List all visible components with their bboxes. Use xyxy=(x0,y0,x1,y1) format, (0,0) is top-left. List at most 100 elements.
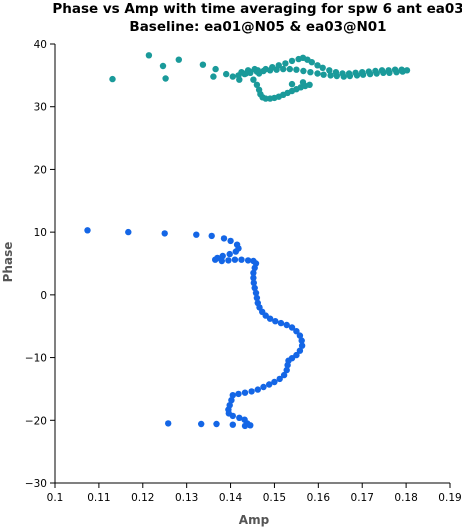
data-point-series-1 xyxy=(175,56,182,63)
data-point-series-2 xyxy=(250,279,257,287)
data-point-series-2 xyxy=(212,256,219,263)
data-point-series-1 xyxy=(333,72,340,80)
data-point-series-1 xyxy=(340,73,347,80)
data-point-series-2 xyxy=(220,235,228,242)
data-point-series-1 xyxy=(109,75,116,83)
data-point-series-1 xyxy=(251,65,258,73)
data-point-series-2 xyxy=(244,257,252,264)
data-point-series-2 xyxy=(84,227,91,234)
data-point-series-2 xyxy=(219,252,226,260)
data-point-series-2 xyxy=(247,422,254,429)
data-point-series-2 xyxy=(228,397,235,404)
data-point-series-2 xyxy=(260,383,267,391)
data-point-series-1 xyxy=(288,80,296,88)
data-point-series-1 xyxy=(380,69,387,77)
data-point-series-1 xyxy=(229,73,236,80)
y-tick-label: 10 xyxy=(34,227,47,239)
data-point-series-1 xyxy=(255,70,263,77)
data-point-series-2 xyxy=(125,228,132,236)
data-point-series-1 xyxy=(373,70,380,77)
y-tick-label: 30 xyxy=(34,102,47,114)
y-tick-label: 0 xyxy=(40,290,47,302)
data-point-series-1 xyxy=(393,69,400,76)
data-point-series-1 xyxy=(253,81,261,89)
data-point-series-1 xyxy=(293,66,300,73)
data-point-series-1 xyxy=(162,75,169,82)
data-point-series-2 xyxy=(280,371,288,379)
data-point-series-1 xyxy=(320,71,327,78)
data-point-series-2 xyxy=(218,257,225,265)
y-axis-ticks: −30 −20 −10 0 10 20 30 40 xyxy=(25,39,55,490)
data-point-series-1 xyxy=(326,67,333,74)
data-point-series-2 xyxy=(198,420,205,428)
data-point-series-2 xyxy=(241,422,249,430)
data-point-series-1 xyxy=(327,72,334,79)
data-point-series-2 xyxy=(236,414,243,421)
y-tick-label: −20 xyxy=(25,415,47,427)
data-point-series-1 xyxy=(299,79,307,86)
data-point-series-2 xyxy=(253,294,261,302)
data-point-series-2 xyxy=(293,328,300,335)
y-tick-label: −30 xyxy=(25,478,47,490)
data-point-series-1 xyxy=(308,59,315,66)
chart-subtitle: Baseline: ea01@N05 & ea03@N01 xyxy=(129,19,386,35)
data-point-series-2 xyxy=(229,412,236,420)
data-point-series-1 xyxy=(353,72,361,79)
data-point-series-1 xyxy=(314,70,321,77)
data-point-series-2 xyxy=(283,321,290,329)
data-point-series-1 xyxy=(399,68,406,75)
y-tick-label: 20 xyxy=(34,164,47,176)
data-point-series-2 xyxy=(250,269,257,277)
data-point-series-2 xyxy=(296,332,304,339)
chart-title: Phase vs Amp with time averaging for spw… xyxy=(52,1,462,17)
x-tick-label: 0.16 xyxy=(307,492,331,504)
data-point-series-1 xyxy=(235,72,242,79)
data-point-series-2 xyxy=(252,289,260,297)
x-tick-label: 0.13 xyxy=(175,492,198,504)
data-point-series-1 xyxy=(199,61,207,68)
data-point-series-2 xyxy=(213,420,220,428)
data-point-series-2 xyxy=(226,250,233,258)
y-tick-label: −10 xyxy=(25,353,47,365)
data-point-series-2 xyxy=(229,392,236,399)
data-point-series-2 xyxy=(266,381,273,388)
data-point-series-1 xyxy=(282,60,289,67)
data-point-series-2 xyxy=(284,361,291,369)
data-point-series-1 xyxy=(212,65,219,73)
data-point-series-1 xyxy=(273,66,280,73)
data-point-series-2 xyxy=(276,375,283,383)
data-point-series-1 xyxy=(266,67,274,74)
data-points xyxy=(84,52,411,430)
data-point-series-1 xyxy=(386,69,393,77)
data-point-series-2 xyxy=(251,284,258,292)
data-point-series-2 xyxy=(250,274,257,282)
data-point-series-2 xyxy=(288,324,296,331)
data-point-series-1 xyxy=(223,70,230,78)
data-point-series-2 xyxy=(229,421,236,428)
data-point-series-2 xyxy=(241,389,249,396)
x-tick-label: 0.17 xyxy=(351,492,374,504)
x-tick-label: 0.12 xyxy=(131,492,154,504)
data-point-series-2 xyxy=(235,390,242,398)
data-point-series-1 xyxy=(319,64,326,72)
data-point-series-2 xyxy=(248,388,255,395)
data-point-series-2 xyxy=(277,319,285,327)
data-point-series-2 xyxy=(298,337,305,344)
x-tick-label: 0.15 xyxy=(263,492,286,504)
data-point-series-2 xyxy=(272,318,279,325)
data-point-series-2 xyxy=(165,420,172,427)
data-point-series-1 xyxy=(280,65,287,73)
data-point-series-1 xyxy=(145,52,153,59)
data-point-series-1 xyxy=(307,69,314,76)
x-tick-label: 0.18 xyxy=(394,492,417,504)
x-tick-label: 0.1 xyxy=(47,492,64,504)
data-point-series-2 xyxy=(231,256,239,263)
data-point-series-2 xyxy=(161,230,168,237)
data-point-series-2 xyxy=(283,366,290,374)
data-point-series-2 xyxy=(266,315,274,322)
y-axis-title: Phase xyxy=(1,242,15,283)
data-point-series-1 xyxy=(366,70,374,78)
y-tick-label: 40 xyxy=(34,39,47,51)
data-point-series-1 xyxy=(262,95,269,102)
